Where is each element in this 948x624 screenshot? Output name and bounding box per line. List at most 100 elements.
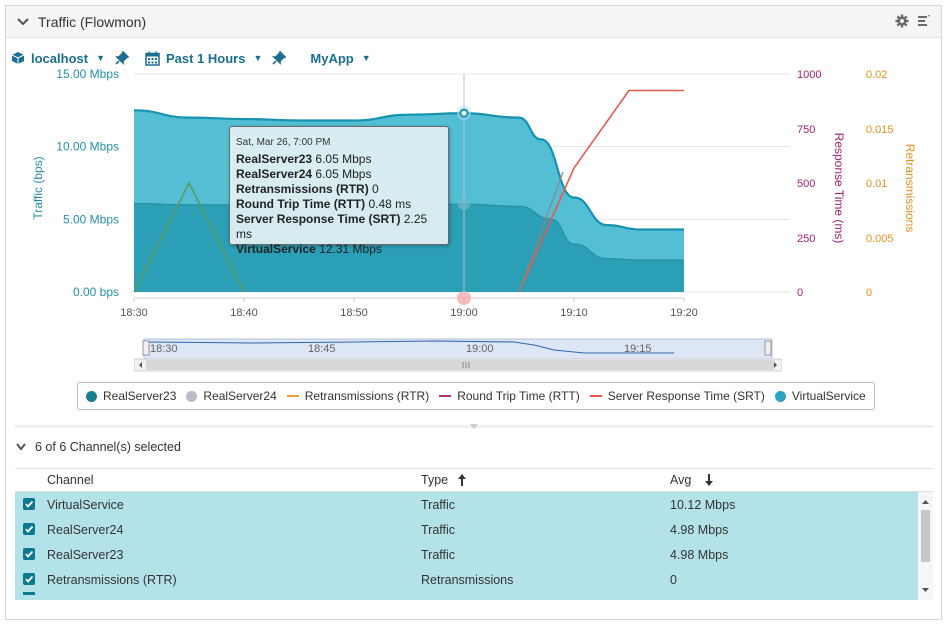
scroll-thumb[interactable] [921,510,930,562]
y-left-tick-label: 15.00 Mbps [56,67,119,81]
time-navigator[interactable]: 18:30 18:45 19:00 19:15 [133,338,783,372]
scroll-down-icon[interactable] [918,584,933,596]
y-left-tick-label: 5.00 Mbps [63,212,119,226]
legend-label: Round Trip Time (RTT) [457,389,580,403]
scroll-up-icon[interactable] [918,496,933,508]
chart-tooltip: Sat, Mar 26, 7:00 PM RealServer23 6.05 M… [229,126,449,256]
y-left-tick-label: 10.00 Mbps [56,140,119,154]
chevron-down-icon[interactable] [15,441,27,453]
hover-point-realserver [458,198,470,211]
channels-summary: 6 of 6 Channel(s) selected [35,440,181,454]
legend-line-icon [589,395,602,397]
calendar-icon [145,51,160,66]
tooltip-line-value: 0.48 ms [368,197,412,211]
legend-dot-icon [86,390,97,402]
caret-down-icon: ▼ [253,53,263,63]
table-row[interactable]: Retransmissions (RTR) Retransmissions 0 [15,567,933,592]
cell-channel: VirtualService [47,497,124,512]
y-right2-tick-label: 0 [866,287,872,299]
legend-item[interactable]: Round Trip Time (RTT) [439,389,580,403]
x-tick-label: 19:00 [450,307,478,319]
row-checkbox[interactable] [23,523,35,535]
host-selector[interactable]: localhost ▼ [11,51,105,66]
col-avg-label: Avg [670,473,692,487]
traffic-chart[interactable]: 15.00 Mbps 10.00 Mbps 5.00 Mbps 0.00 bps Tra… [0,60,948,380]
table-row-partial [15,592,933,600]
cell-avg: 0 [670,572,677,587]
tooltip-line-value: 2.25 ms [236,212,428,241]
x-tick-label: 18:30 [120,307,148,319]
pin-host-button[interactable] [115,51,135,65]
cell-type: Traffic [421,547,456,562]
tooltip-line-value: 6.05 Mbps [315,167,372,181]
tooltip-line-label: RealServer23 [236,152,313,166]
legend-label: Server Response Time (SRT) [607,389,765,403]
cell-avg: 4.98 Mbps [670,547,729,562]
tooltip-line: Server Response Time (SRT) 2.25 ms [236,212,442,242]
panel-header[interactable]: Traffic (Flowmon) [6,6,941,38]
legend-item[interactable]: Retransmissions (RTR) [286,389,430,403]
table-scrollbar[interactable] [918,492,933,600]
y-right1-tick-label: 0 [797,287,803,299]
chevron-down-icon[interactable] [16,15,30,29]
navigator-tick-label: 19:00 [466,343,494,355]
legend-label: Retransmissions (RTR) [304,389,430,403]
legend-item[interactable]: VirtualService [774,389,866,403]
tooltip-line-value: 6.05 Mbps [315,152,372,166]
cell-channel: RealServer23 [47,547,124,562]
sort-descending-icon [705,474,714,486]
legend-dot-icon [186,390,198,402]
col-channel-header[interactable]: Channel [47,473,94,487]
legend-line-icon [286,395,299,397]
time-range-label: Past 1 Hours [166,50,246,66]
col-type-label: Type [421,473,449,487]
tooltip-line: RealServer24 6.05 Mbps [236,167,442,182]
tooltip-line: Round Trip Time (RTT) 0.48 ms [236,197,442,212]
channels-table: Channel Type Avg VirtualService Traffic 10… [15,468,933,600]
channels-header[interactable]: 6 of 6 Channel(s) selected [15,440,181,454]
table-header: Channel Type Avg [15,468,933,492]
legend-label: RealServer23 [103,389,177,403]
y-left-axis-label: Traffic (bps) [31,156,45,219]
table-row[interactable]: VirtualService Traffic 10.12 Mbps [15,492,933,517]
row-checkbox[interactable] [23,498,35,510]
row-checkbox[interactable] [23,548,35,560]
tooltip-date: Sat, Mar 26, 7:00 PM [236,137,331,148]
cube-icon [11,52,25,64]
cell-type: Traffic [421,497,456,512]
rtt-line [133,181,245,293]
tooltip-line: VirtualService 12.31 Mbps [236,242,442,257]
y-right1-tick-label: 250 [797,233,815,245]
col-type-header[interactable]: Type [421,473,468,487]
y-right1-tick-label: 500 [797,178,815,190]
srt-line [518,89,684,293]
legend-item[interactable]: RealServer24 [186,389,277,403]
tooltip-line-label: Retransmissions (RTR) [236,182,369,196]
tooltip-line-label: Round Trip Time (RTT) [236,197,366,211]
gear-icon[interactable] [895,14,909,28]
y-right1-tick-label: 750 [797,124,815,136]
chart-legend: RealServer23 RealServer24 Retransmissions … [77,382,875,410]
table-row[interactable]: RealServer23 Traffic 4.98 Mbps [15,542,933,567]
legend-label: VirtualService [791,389,866,403]
col-avg-header[interactable]: Avg [670,473,715,487]
y-right2-tick-label: 0.015 [866,124,894,136]
x-tick-label: 18:40 [230,307,258,319]
y-left-tick-label: 0.00 bps [73,285,119,299]
legend-item[interactable]: RealServer23 [86,389,176,403]
row-checkbox[interactable] [23,573,35,585]
host-label: localhost [31,50,89,66]
col-channel-label: Channel [47,473,94,487]
menu-icon[interactable] [917,14,931,28]
app-label: MyApp [310,50,354,66]
check-icon [25,525,34,533]
table-row[interactable]: RealServer24 Traffic 4.98 Mbps [15,517,933,542]
y-right1-axis-label: Response Time (ms) [832,133,846,244]
legend-item[interactable]: Server Response Time (SRT) [589,389,765,403]
pin-time-button[interactable] [272,51,292,65]
time-range-selector[interactable]: Past 1 Hours ▼ [145,51,262,66]
panel-title: Traffic (Flowmon) [38,13,147,30]
tooltip-line-label: RealServer24 [236,167,313,181]
splitter-handle-icon[interactable] [470,424,478,430]
app-selector[interactable]: MyApp ▼ [310,51,370,66]
